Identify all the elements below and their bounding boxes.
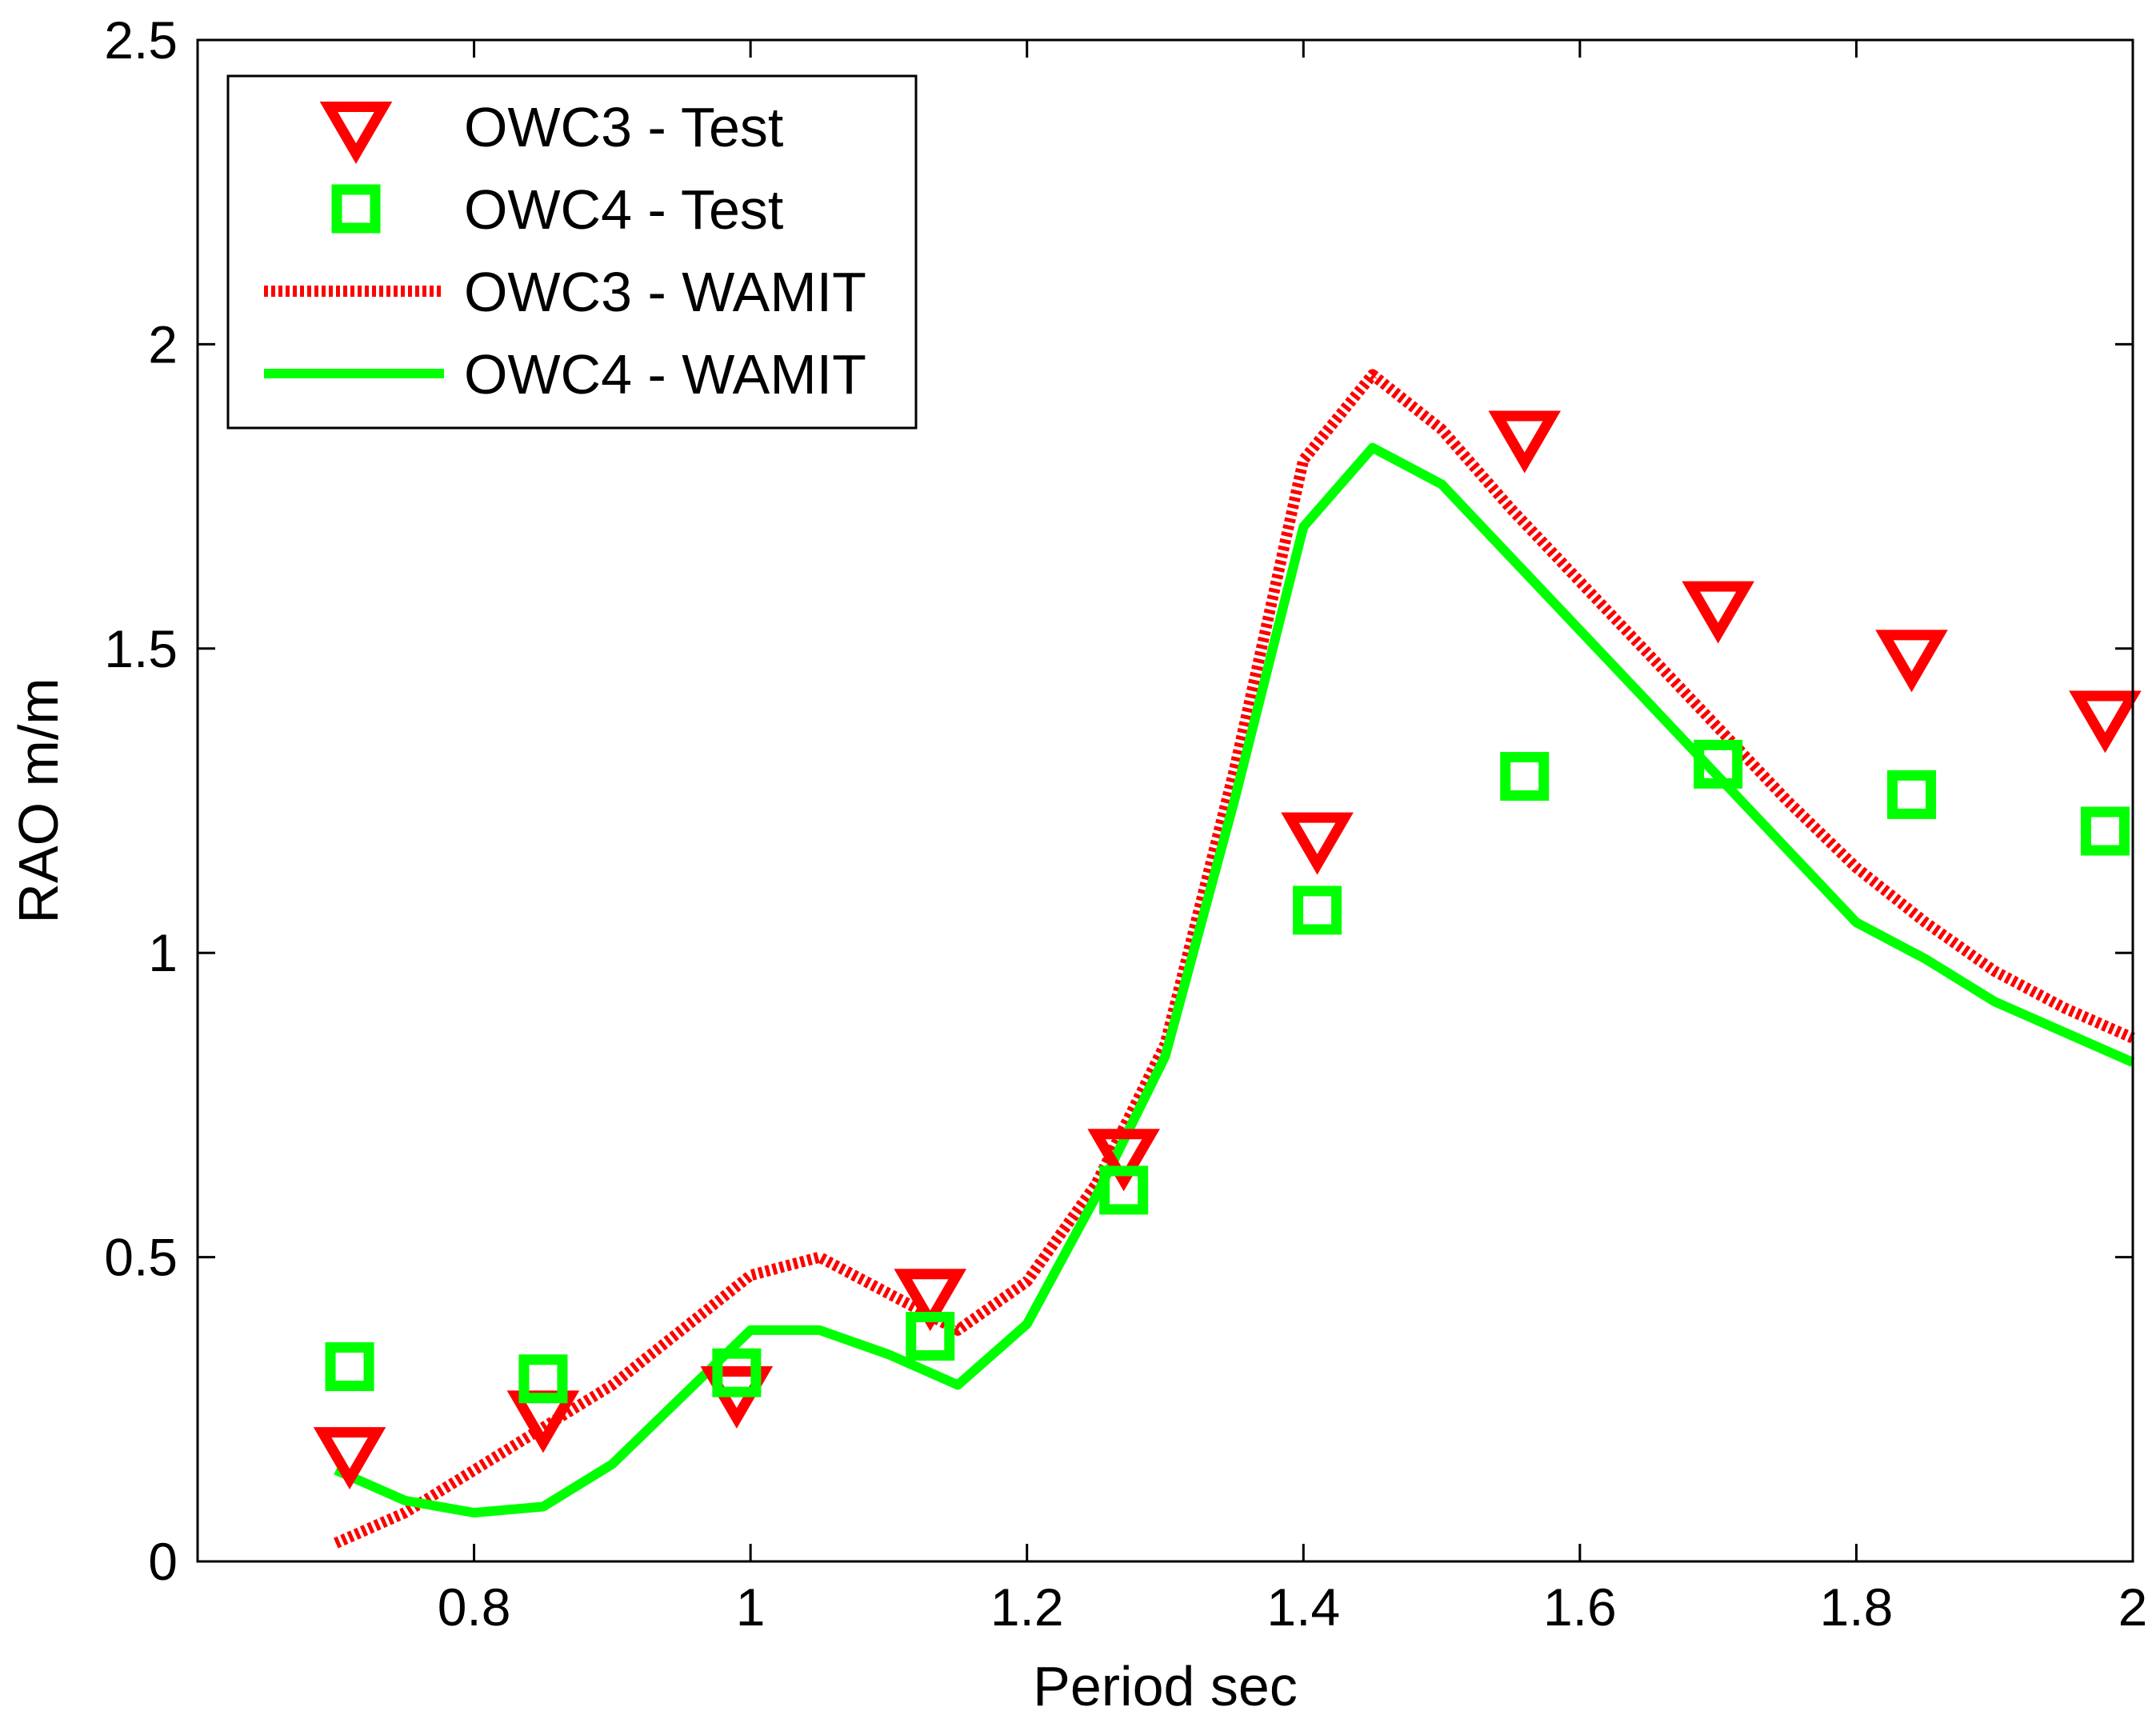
legend-item-owc4-wamit: OWC4 - WAMIT bbox=[264, 343, 866, 406]
data-point-owc4-test bbox=[1887, 770, 1937, 819]
legend: OWC3 - Test OWC4 - Test OWC3 - WAMIT OWC4 -… bbox=[226, 74, 918, 430]
legend-item-owc3-test: OWC3 - Test bbox=[319, 96, 783, 164]
data-point-owc3-test bbox=[313, 1427, 386, 1489]
data-point-owc4-test bbox=[712, 1348, 762, 1397]
y-axis-title: RAO m/m bbox=[7, 678, 70, 923]
legend-label: OWC3 - WAMIT bbox=[464, 261, 866, 323]
x-tick-label: 1.4 bbox=[1266, 1577, 1340, 1637]
data-point-owc4-test bbox=[325, 1342, 374, 1392]
data-point-owc4-test bbox=[2080, 806, 2130, 856]
data-point-owc3-test bbox=[1875, 630, 1948, 693]
legend-marker-triangle bbox=[319, 102, 393, 164]
data-point-owc4-test bbox=[1293, 885, 1342, 935]
x-tick-label: 0.8 bbox=[438, 1577, 511, 1637]
series-owc4-wamit bbox=[334, 442, 2135, 1518]
legend-label: OWC4 - Test bbox=[464, 178, 783, 241]
y-tick-label: 1 bbox=[148, 923, 178, 982]
data-point-owc4-test bbox=[1500, 752, 1550, 802]
data-point-owc4-test bbox=[518, 1354, 568, 1404]
series-line-owc3-wamit bbox=[333, 369, 2135, 1549]
legend-item-owc4-test: OWC4 - Test bbox=[331, 178, 783, 241]
x-tick-label: 1 bbox=[736, 1577, 766, 1637]
data-point-owc4-test bbox=[1694, 739, 1743, 789]
series-line-owc4-wamit bbox=[334, 442, 2135, 1518]
data-point-owc4-test bbox=[906, 1312, 955, 1361]
series-layer bbox=[313, 369, 2142, 1549]
data-point-owc3-test bbox=[2069, 690, 2142, 754]
y-tick-label: 0.5 bbox=[104, 1228, 178, 1287]
x-tick-label: 1.6 bbox=[1543, 1577, 1617, 1637]
x-tick-label: 1.8 bbox=[1820, 1577, 1894, 1637]
legend-marker-square bbox=[331, 184, 381, 234]
axis-layer: 0.8 1 1.2 1.4 1.6 1.8 2 0 0.5 1 1.5 2 2.5 bbox=[104, 10, 2147, 1637]
x-tick-label: 1.2 bbox=[990, 1577, 1064, 1637]
data-point-owc3-test bbox=[1682, 581, 1754, 644]
series-owc3-wamit bbox=[333, 369, 2135, 1549]
y-tick-label: 2 bbox=[148, 314, 178, 374]
y-tick-label: 0 bbox=[148, 1532, 178, 1591]
legend-item-owc3-wamit: OWC3 - WAMIT bbox=[264, 261, 866, 323]
series-owc4-test bbox=[325, 739, 2130, 1404]
data-point-owc3-test bbox=[1281, 812, 1354, 875]
plot-frame bbox=[196, 38, 2134, 1563]
y-tick-label: 2.5 bbox=[104, 10, 178, 70]
data-point-owc3-test bbox=[894, 1269, 967, 1332]
legend-label: OWC4 - WAMIT bbox=[464, 343, 866, 406]
data-point-owc3-test bbox=[1087, 1129, 1160, 1192]
x-tick-label: 2 bbox=[2118, 1577, 2148, 1637]
x-axis-title: Period sec bbox=[1033, 1655, 1298, 1715]
data-point-owc4-test bbox=[1099, 1165, 1149, 1215]
data-point-owc3-test bbox=[1488, 410, 1562, 474]
legend-label: OWC3 - Test bbox=[464, 96, 783, 158]
y-tick-label: 1.5 bbox=[104, 619, 178, 678]
